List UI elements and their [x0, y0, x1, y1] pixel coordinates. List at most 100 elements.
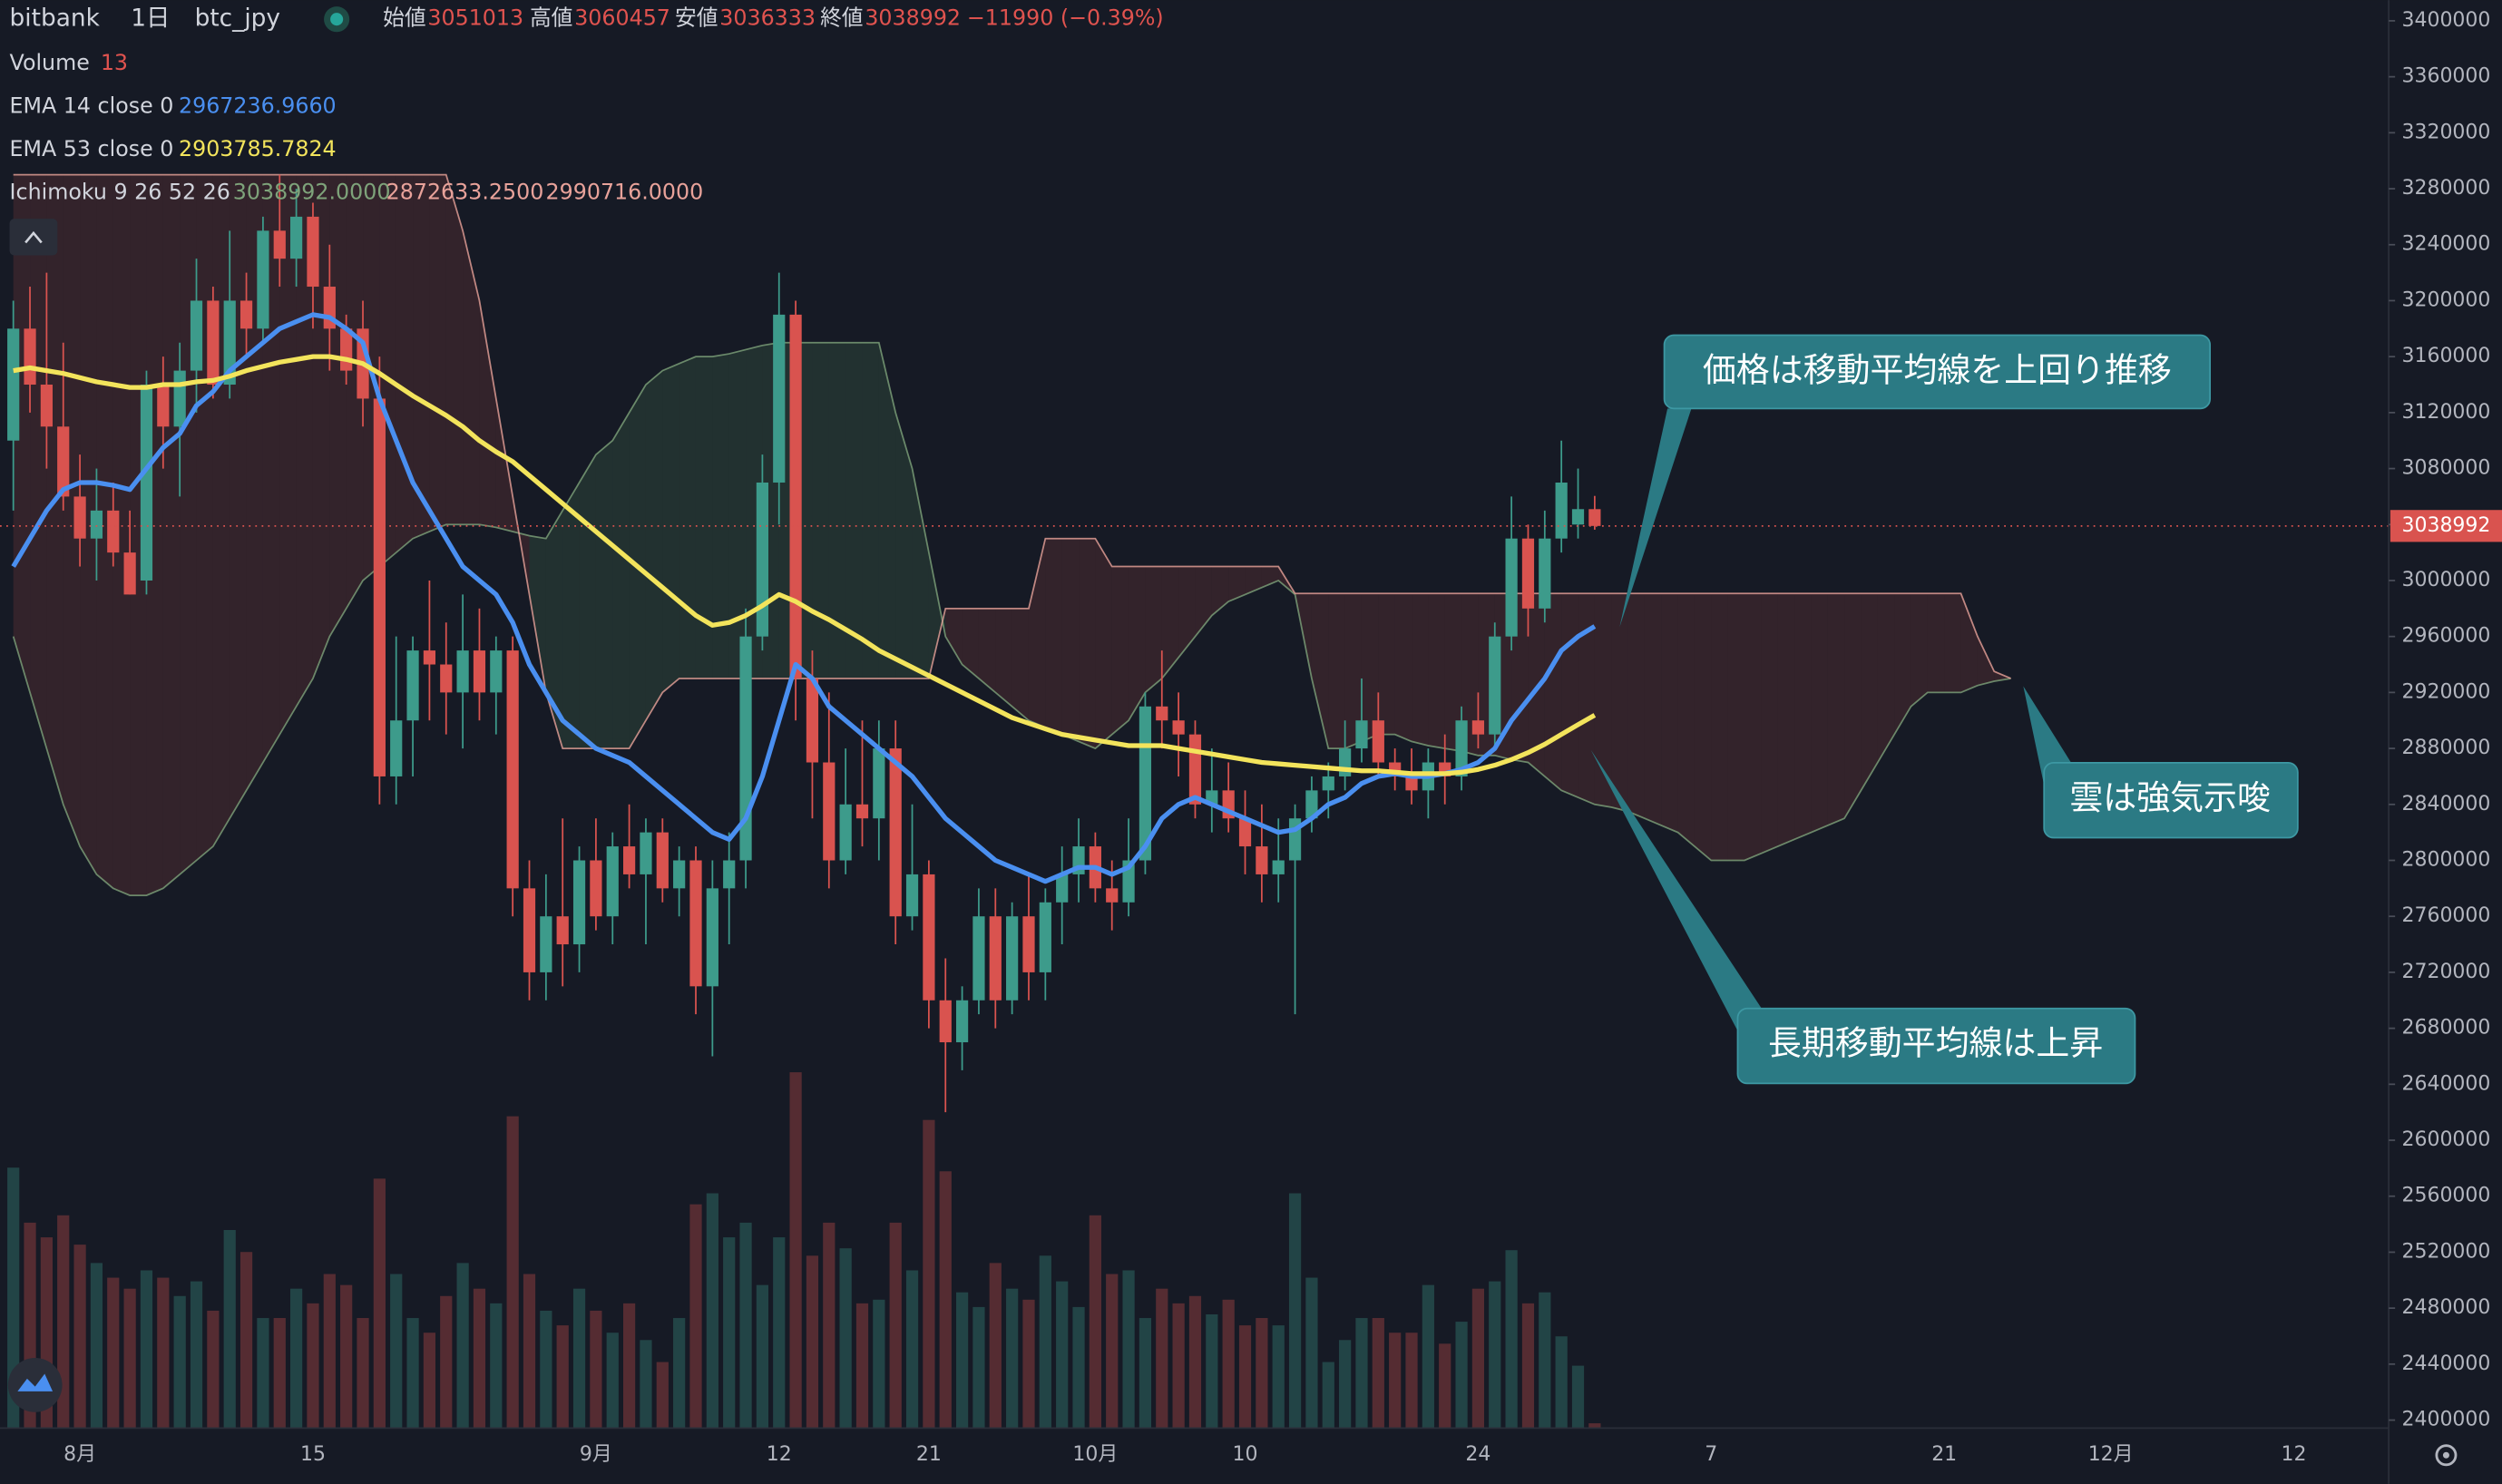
volume-bar — [7, 1167, 20, 1429]
x-tick-label: 12 — [767, 1443, 792, 1466]
cloud-segment — [862, 342, 879, 679]
cloud-segment — [912, 468, 929, 679]
ichimoku-value: 2872633.2500 — [386, 179, 544, 204]
gear-center[interactable] — [2442, 1451, 2449, 1459]
volume-bar — [989, 1263, 1002, 1429]
cloud-segment — [296, 174, 313, 707]
ichimoku-legend[interactable]: Ichimoku 9 26 52 26 — [10, 179, 230, 204]
low-value: 3036333 — [719, 5, 816, 31]
volume-bar — [73, 1245, 86, 1429]
cloud-segment — [579, 454, 596, 749]
callout-box — [1663, 334, 2211, 410]
volume-bar — [1056, 1281, 1069, 1429]
ema-legend[interactable]: EMA 53 close 0 — [10, 136, 174, 161]
callout: 価格は移動平均線を上回り推移 — [1619, 334, 2211, 628]
gear[interactable] — [2435, 1444, 2458, 1467]
cloud-segment — [1661, 593, 1678, 833]
volume-bar — [673, 1318, 686, 1429]
cloud-segment — [196, 174, 213, 861]
button-bg[interactable] — [9, 219, 58, 256]
cloud-segment — [728, 349, 747, 679]
x-tick-label: 10月 — [1072, 1443, 1118, 1466]
volume-bar — [1188, 1295, 1202, 1429]
candle-body — [873, 748, 885, 819]
candle-body — [1172, 720, 1185, 735]
candle-body — [1272, 860, 1285, 874]
cloud-segment — [112, 174, 131, 896]
logo-bg[interactable] — [7, 1357, 63, 1412]
candle-body — [1505, 538, 1518, 637]
logo[interactable] — [7, 1357, 63, 1412]
callout-tail — [2023, 686, 2072, 786]
volume-bar — [640, 1340, 652, 1429]
volume-bar — [1139, 1318, 1152, 1429]
candle-body — [590, 860, 602, 917]
ema-line — [13, 354, 1597, 776]
cloud-segment — [1877, 593, 1895, 763]
cloud-segment — [1544, 593, 1562, 791]
cloud-segment — [895, 412, 913, 679]
y-tick-label: 2480000 — [2402, 1296, 2491, 1319]
cloud-segment — [1745, 593, 1762, 861]
y-tick-label: 3000000 — [2402, 569, 2491, 591]
cloud-segment — [1428, 593, 1445, 749]
candle-body — [423, 650, 436, 665]
cloud-segment — [1578, 593, 1595, 805]
cloud-segment — [1528, 593, 1545, 776]
cloud-segment — [230, 174, 247, 819]
settings-icon[interactable] — [2435, 1444, 2458, 1467]
candle-body — [57, 426, 70, 497]
y-tick-label: 2560000 — [2402, 1185, 2491, 1207]
y-tick-label: 2720000 — [2402, 961, 2491, 983]
volume-legend[interactable]: Volume — [10, 50, 90, 75]
ema-legend[interactable]: EMA 14 close 0 — [10, 93, 174, 118]
x-tick-label: 24 — [1465, 1443, 1490, 1466]
volume-bar — [1222, 1299, 1235, 1429]
cloud-segment — [1777, 593, 1795, 847]
candle-body — [440, 664, 453, 693]
cloud-segment — [162, 174, 181, 889]
volume-bar — [140, 1270, 153, 1429]
cloud-segment — [463, 230, 480, 525]
y-tick-label: 3360000 — [2402, 65, 2491, 88]
cloud-segment — [1211, 566, 1229, 616]
candle-body — [706, 888, 718, 987]
candle-body — [1555, 482, 1568, 539]
volume-bar — [1288, 1193, 1302, 1429]
volume-bar — [1305, 1277, 1318, 1429]
cloud-segment — [945, 608, 963, 665]
y-tick-label: 3080000 — [2402, 457, 2491, 480]
volume-bar — [307, 1303, 319, 1429]
y-tick-label: 2520000 — [2402, 1240, 2491, 1263]
cloud-segment — [1361, 593, 1379, 742]
volume-bar — [606, 1333, 619, 1429]
volume-bar — [905, 1270, 919, 1429]
symbol[interactable]: btc_jpy — [195, 5, 280, 33]
volume-bar — [806, 1255, 819, 1429]
logo-mark[interactable] — [17, 1373, 54, 1391]
candle-body — [257, 230, 269, 329]
y-tick-label: 3400000 — [2402, 9, 2491, 32]
cloud-segment — [645, 370, 663, 721]
y-tick-label: 3240000 — [2402, 233, 2491, 256]
volume-bar — [1122, 1270, 1135, 1429]
cloud-segment — [180, 174, 197, 874]
ema-line — [11, 312, 1597, 884]
cloud-segment — [1727, 593, 1745, 861]
volume-bar — [1172, 1303, 1185, 1429]
y-tick-label: 2600000 — [2402, 1128, 2491, 1151]
candle-body — [140, 385, 153, 581]
cloud-segment — [529, 535, 546, 693]
volume-bar — [540, 1310, 552, 1429]
candle-body — [1571, 509, 1585, 525]
collapse-button[interactable] — [9, 219, 58, 256]
candle-body — [1372, 720, 1384, 763]
chevron-icon[interactable] — [24, 230, 43, 244]
volume-bar — [590, 1310, 602, 1429]
volume-bar — [190, 1281, 203, 1429]
candle-body — [1022, 916, 1035, 972]
volume-bar — [357, 1318, 369, 1429]
interval[interactable]: 1日 — [131, 5, 170, 33]
y-tick-label: 2800000 — [2402, 848, 2491, 871]
x-tick-label: 21 — [916, 1443, 942, 1466]
